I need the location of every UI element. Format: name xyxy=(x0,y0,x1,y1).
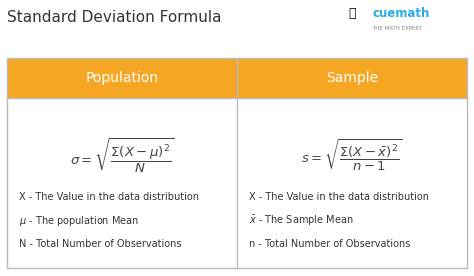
Text: X - The Value in the data distribution: X - The Value in the data distribution xyxy=(19,192,199,202)
Text: Population: Population xyxy=(85,71,159,85)
Text: n - Total Number of Observations: n - Total Number of Observations xyxy=(249,239,410,249)
Text: $\mu$ - The population Mean: $\mu$ - The population Mean xyxy=(19,214,139,228)
Text: Standard Deviation Formula: Standard Deviation Formula xyxy=(7,10,222,25)
Text: X - The Value in the data distribution: X - The Value in the data distribution xyxy=(249,192,429,202)
Text: THE MATH EXPERT: THE MATH EXPERT xyxy=(372,26,422,31)
Text: 🚀: 🚀 xyxy=(348,7,356,20)
Text: cuemath: cuemath xyxy=(372,7,429,20)
Text: Sample: Sample xyxy=(326,71,378,85)
Text: N - Total Number of Observations: N - Total Number of Observations xyxy=(19,239,182,249)
Text: $\sigma = \sqrt{\dfrac{\Sigma(X - \mu)^2}{N}}$: $\sigma = \sqrt{\dfrac{\Sigma(X - \mu)^2… xyxy=(70,136,174,174)
Text: $\bar{x}$ - The Sample Mean: $\bar{x}$ - The Sample Mean xyxy=(249,214,353,228)
Text: $s = \sqrt{\dfrac{\Sigma(X - \bar{x})^2}{n - 1}}$: $s = \sqrt{\dfrac{\Sigma(X - \bar{x})^2}… xyxy=(301,137,403,173)
Bar xyxy=(7,58,467,98)
Bar xyxy=(7,98,467,268)
